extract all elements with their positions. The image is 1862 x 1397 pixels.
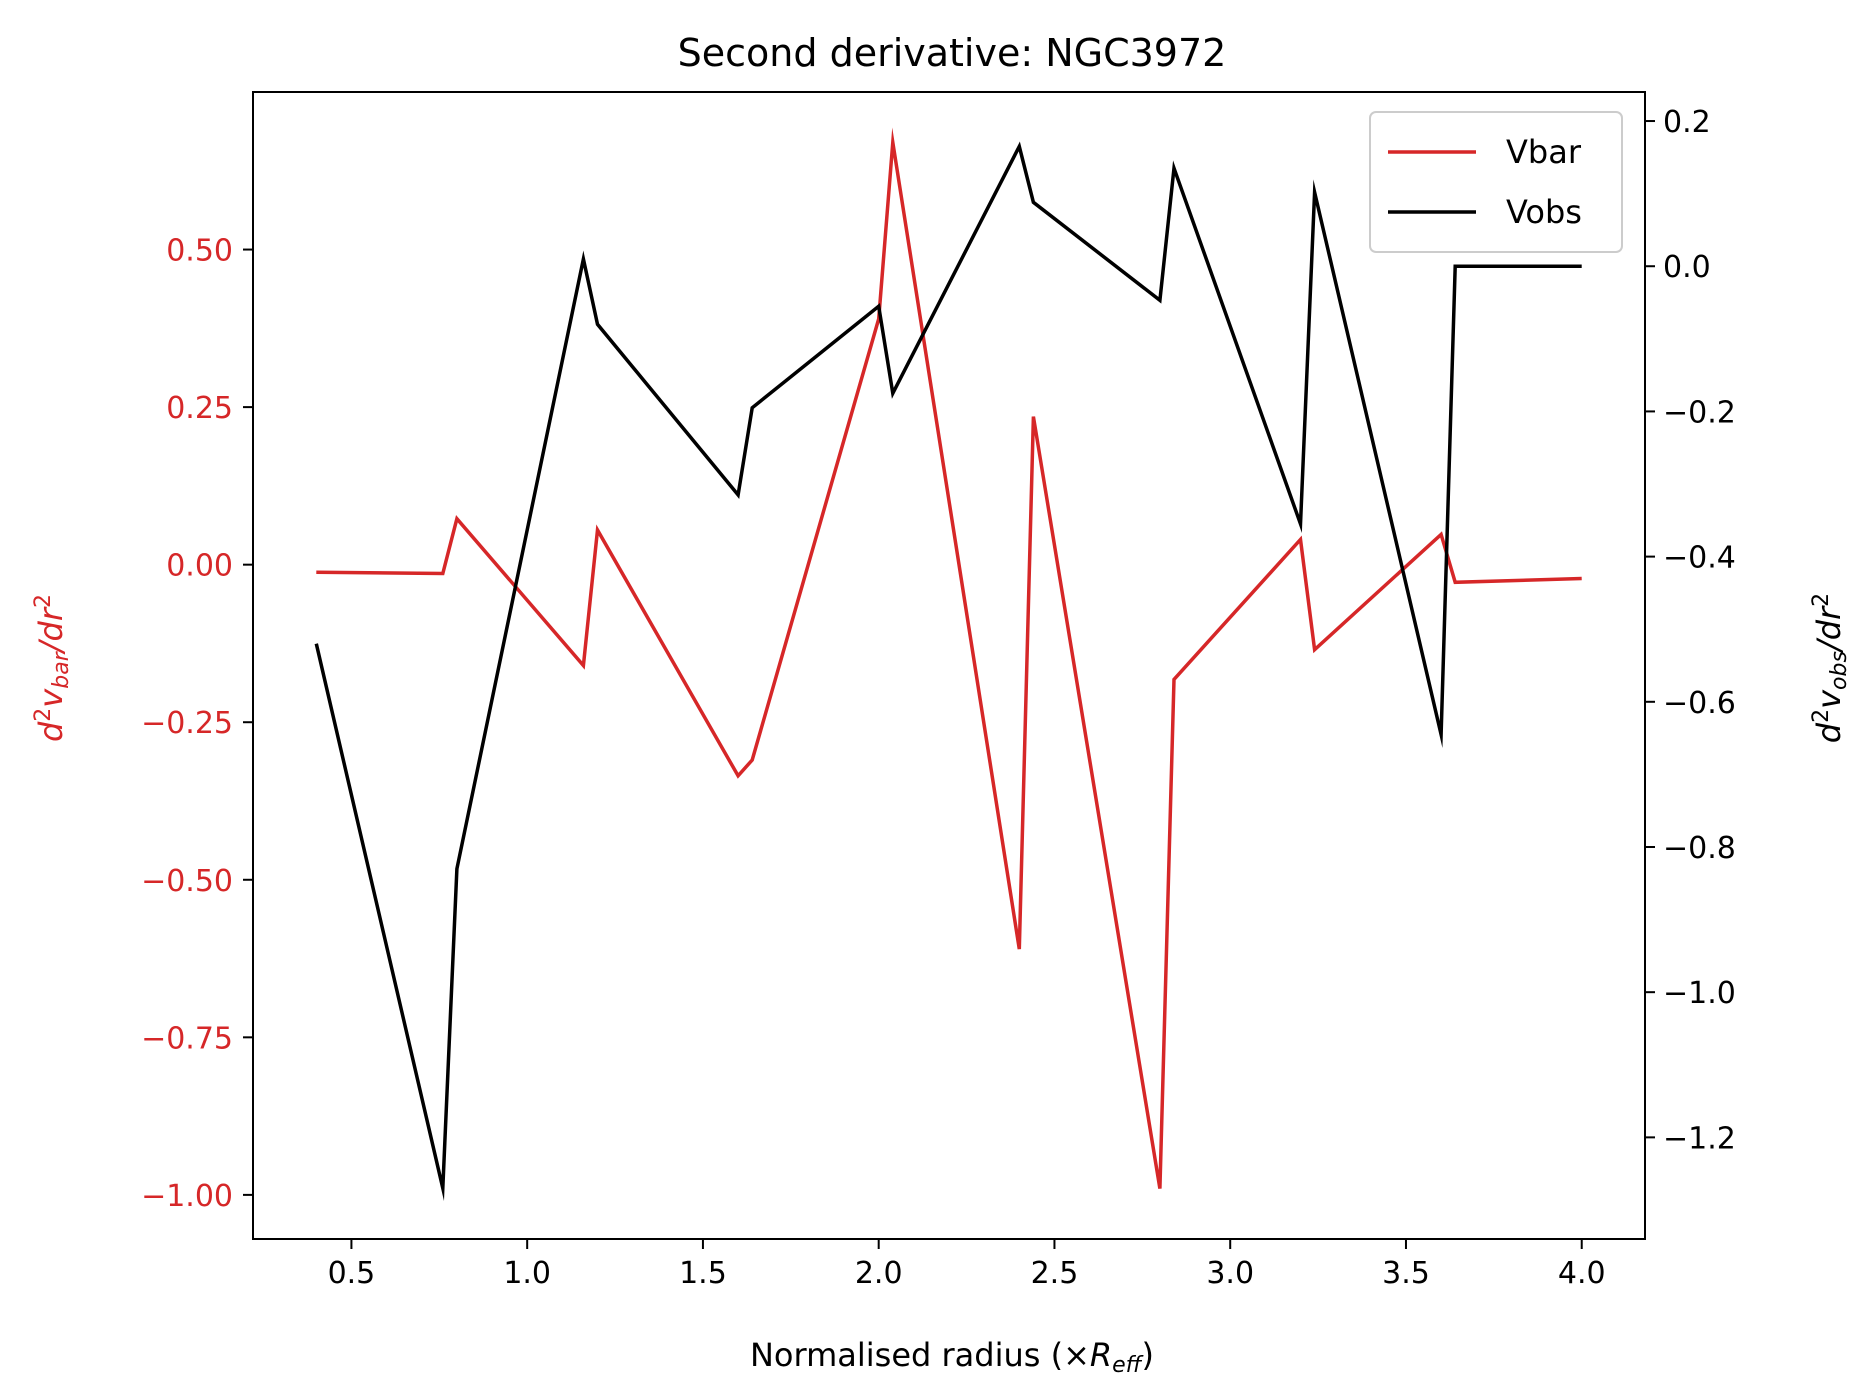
y-left-label-var: v	[32, 688, 70, 708]
y-right-label-sub: obs	[1827, 651, 1852, 690]
plot-frame	[252, 91, 1646, 1240]
x-axis-label-sub: eff	[1112, 1353, 1144, 1378]
y-left-tick-label-3: −0.25	[141, 706, 233, 741]
y-axis-left-label: d2vbar/dr2	[31, 594, 74, 742]
x-axis: 0.5 1.0 1.5 2.0 2.5 3.0 3.5 4.0	[328, 1239, 1606, 1291]
x-tick-label-3: 2.0	[855, 1256, 903, 1291]
y-axis-right-label: d2vobs/dr2	[1809, 593, 1852, 743]
x-axis-label-prefix: Normalised radius (×	[750, 1336, 1090, 1374]
x-tick-label-1: 1.0	[503, 1256, 551, 1291]
y-left-tick-label-4: −0.50	[141, 864, 233, 899]
x-axis-label-var: R	[1090, 1336, 1112, 1374]
y-left-label-mid: /dr	[32, 606, 70, 655]
y-left-label-sub: bar	[49, 650, 74, 688]
x-tick-label-5: 3.0	[1206, 1256, 1254, 1291]
x-tick-label-0: 0.5	[328, 1256, 376, 1291]
y-left-tick-label-5: −0.75	[141, 1021, 233, 1056]
y-right-label-sup2: 2	[1809, 593, 1834, 607]
y-axis-left: 0.50 0.25 0.00 −0.25 −0.50 −0.75 −1.00	[141, 234, 253, 1214]
y-right-label-pre: d	[1810, 722, 1848, 743]
y-right-tick-label-5: −0.8	[1663, 831, 1736, 866]
y-left-label-pre: d	[32, 721, 70, 742]
y-right-label-sup: 2	[1809, 709, 1834, 723]
y-right-tick-label-7: −1.2	[1663, 1121, 1736, 1156]
chart-title: Second derivative: NGC3972	[678, 31, 1227, 75]
y-right-tick-label-3: −0.4	[1663, 541, 1736, 576]
legend-label-vobs: Vobs	[1506, 193, 1582, 231]
x-axis-label: Normalised radius (×Reff)	[750, 1336, 1154, 1378]
y-left-tick-label-1: 0.25	[166, 391, 233, 426]
y-left-label-sup2: 2	[31, 594, 56, 608]
x-tick-label-7: 4.0	[1558, 1256, 1606, 1291]
y-right-label-var: v	[1810, 689, 1848, 709]
y-right-tick-label-1: 0.0	[1663, 250, 1711, 285]
series-line-vobs	[314, 141, 1582, 1202]
plot-marks	[314, 127, 1582, 1202]
y-right-tick-label-0: 0.2	[1663, 105, 1711, 140]
y-right-tick-label-2: −0.2	[1663, 395, 1736, 430]
y-right-label-mid: /dr	[1810, 605, 1848, 654]
x-axis-label-suffix: )	[1142, 1336, 1154, 1374]
y-axis-right: 0.2 0.0 −0.2 −0.4 −0.6 −0.8 −1.0 −1.2	[1645, 105, 1736, 1156]
y-left-tick-label-2: 0.00	[166, 549, 233, 584]
x-tick-label-6: 3.5	[1382, 1256, 1430, 1291]
y-left-tick-label-6: −1.00	[141, 1179, 233, 1214]
x-tick-label-2: 1.5	[679, 1256, 727, 1291]
legend-box	[1369, 111, 1623, 253]
y-right-tick-label-4: −0.6	[1663, 686, 1736, 721]
legend: Vbar Vobs	[1369, 111, 1623, 253]
y-left-tick-label-0: 0.50	[166, 234, 233, 269]
y-right-tick-label-6: −1.0	[1663, 976, 1736, 1011]
y-left-label-sup: 2	[31, 708, 56, 722]
legend-label-vbar: Vbar	[1506, 133, 1582, 171]
x-tick-label-4: 2.5	[1031, 1256, 1079, 1291]
series-line-vbar	[316, 127, 1582, 1189]
